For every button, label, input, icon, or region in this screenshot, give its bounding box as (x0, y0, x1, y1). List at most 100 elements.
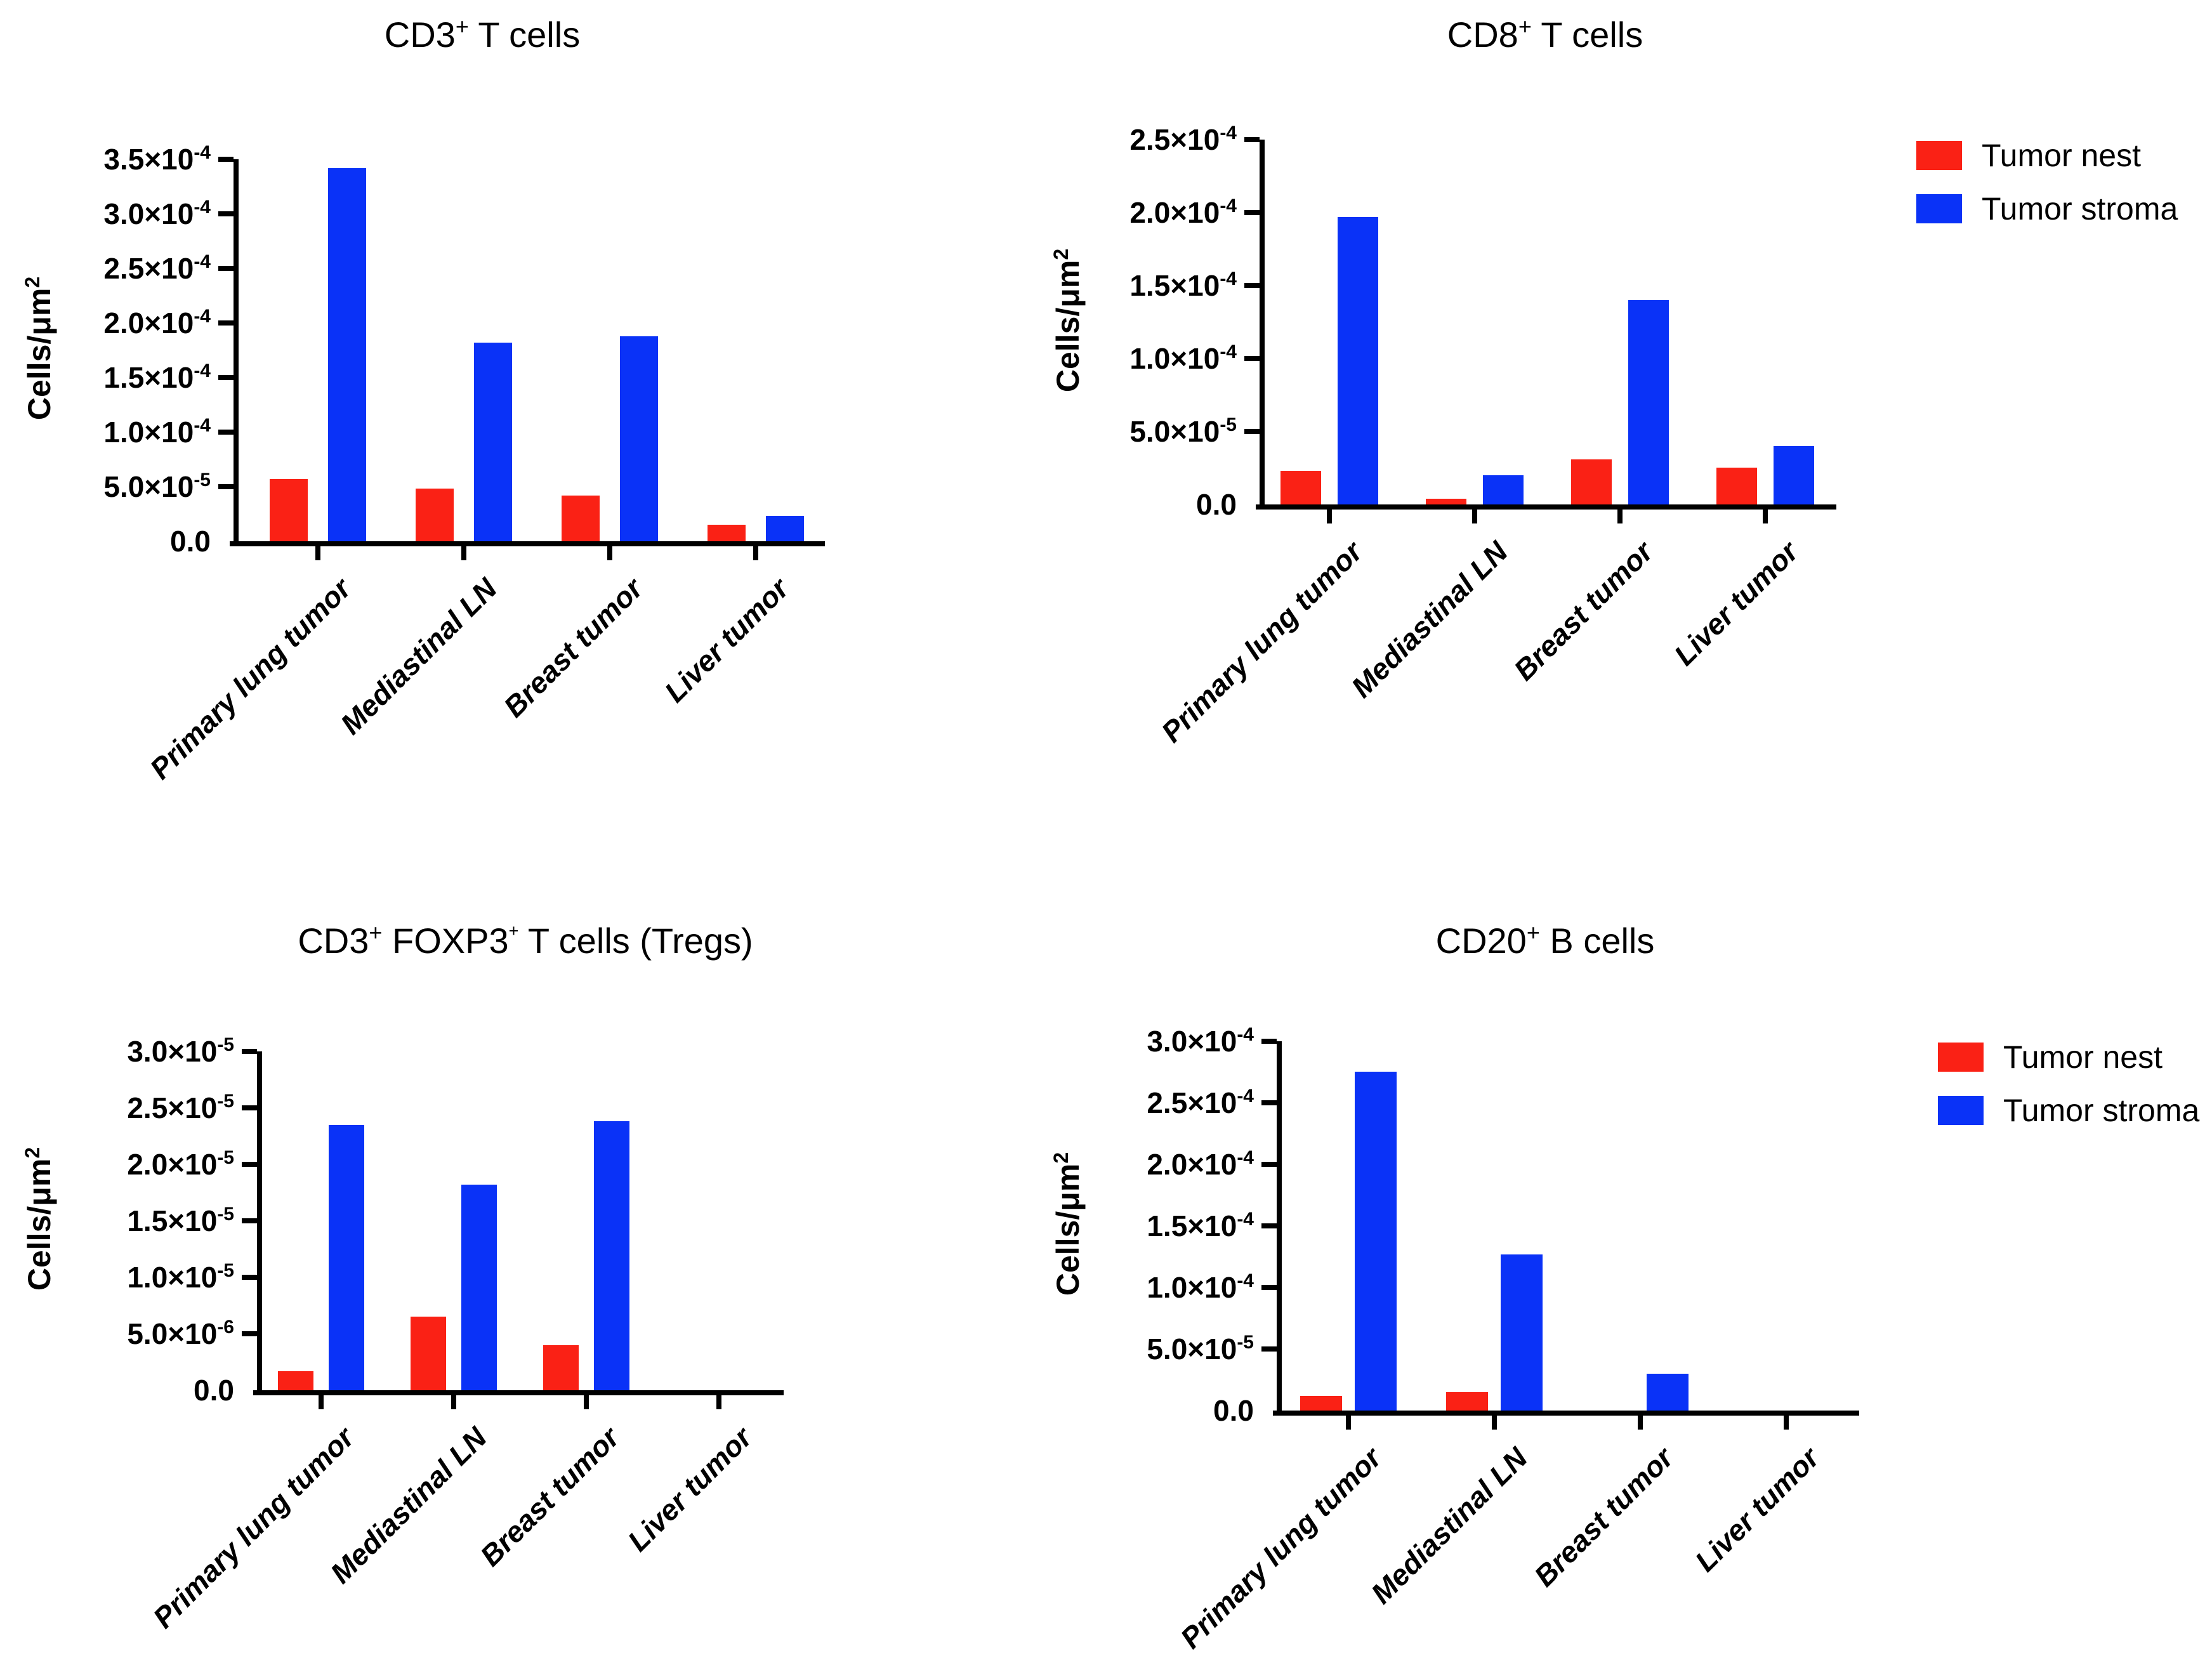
y-tick (1244, 429, 1260, 434)
title-text: FOXP3 (382, 921, 509, 961)
y-tick-label-superscript: -5 (1220, 414, 1237, 435)
y-tick-label: 3.0×10-4 (984, 1022, 1254, 1065)
x-tick (1784, 1416, 1789, 1430)
bar-tumor-stroma (1774, 446, 1814, 504)
y-tick (1261, 1346, 1277, 1352)
title-text: B cells (1539, 921, 1655, 961)
y-tick-label-superscript: -4 (1237, 1086, 1254, 1107)
y-tick-label: 1.0×10-4 (0, 413, 211, 456)
y-tick-label-text: 5.0×10 (1147, 1332, 1237, 1365)
x-category-label: Mediastinal LN (334, 572, 503, 741)
y-tick-label-superscript: -5 (217, 1260, 234, 1281)
bar-tumor-nest (411, 1317, 446, 1390)
y-tick-label-superscript: -5 (217, 1204, 234, 1225)
legend-swatch-tumor-nest (1938, 1043, 1984, 1072)
y-tick (242, 1162, 257, 1167)
x-axis (1273, 1411, 1859, 1416)
legend-swatch-tumor-stroma (1916, 194, 1962, 223)
bar-tumor-nest (1280, 471, 1321, 504)
x-category-label: Primary lung tumor (143, 572, 357, 786)
y-tick-label-text: 2.5×10 (127, 1091, 218, 1124)
y-tick-label-superscript: -4 (1237, 1270, 1254, 1291)
y-tick-label: 2.0×10-5 (0, 1145, 234, 1188)
y-tick-label-text: 1.5×10 (103, 361, 194, 394)
y-tick-label-text: 3.5×10 (103, 143, 194, 176)
y-tick-label-text: 1.5×10 (127, 1204, 218, 1237)
y-tick-label-text: 2.0×10 (127, 1148, 218, 1181)
bar-tumor-stroma (329, 1125, 364, 1390)
y-tick-label: 0.0 (0, 522, 211, 560)
y-axis (234, 159, 239, 546)
bar-tumor-nest (1426, 499, 1466, 504)
x-tick (584, 1395, 589, 1409)
x-tick (319, 1395, 324, 1409)
bar-tumor-stroma (1355, 1072, 1397, 1411)
y-tick-label-superscript: -5 (1237, 1332, 1254, 1353)
y-tick-label-text: 1.0×10 (1129, 342, 1220, 375)
y-tick-label: 1.0×10-4 (966, 339, 1237, 382)
y-tick-label-superscript: -4 (1237, 1209, 1254, 1230)
legend-label-tumor-nest: Tumor nest (2003, 1039, 2163, 1075)
chart-title: CD3+ T cells (165, 13, 800, 55)
x-category-label: Mediastinal LN (1345, 535, 1514, 704)
legend-label-tumor-stroma: Tumor stroma (1982, 191, 2178, 227)
bar-tumor-stroma (474, 343, 512, 541)
bar-tumor-nest (278, 1371, 313, 1390)
bar-tumor-nest (1446, 1392, 1488, 1411)
bar-tumor-nest (1716, 468, 1757, 504)
y-tick-label: 1.0×10-5 (0, 1258, 234, 1301)
title-superscript: + (369, 919, 383, 945)
y-tick-label-text: 2.5×10 (103, 252, 194, 285)
bar-tumor-stroma (1338, 217, 1378, 504)
title-text: T cells (468, 15, 581, 55)
y-tick-label: 2.5×10-5 (0, 1089, 234, 1131)
x-tick (1472, 510, 1477, 523)
x-tick (1327, 510, 1332, 523)
y-tick-label-text: 2.0×10 (103, 306, 194, 339)
title-superscript: + (1526, 919, 1540, 945)
x-tick (315, 546, 320, 560)
legend-swatch-tumor-nest (1916, 141, 1962, 170)
bar-tumor-nest (270, 479, 308, 541)
y-tick-label-text: 1.0×10 (127, 1261, 218, 1294)
y-tick-label: 2.0×10-4 (966, 194, 1237, 236)
bar-tumor-nest (708, 525, 746, 541)
y-tick (1261, 1100, 1277, 1105)
y-tick-label: 2.0×10-4 (0, 304, 211, 346)
y-tick-label-text: 0.0 (1213, 1394, 1254, 1427)
y-tick-label: 0.0 (984, 1392, 1254, 1430)
x-tick (1492, 1416, 1497, 1430)
y-tick-label-superscript: -4 (1220, 341, 1237, 362)
y-tick-label-text: 2.5×10 (1147, 1086, 1237, 1119)
y-tick-label-text: 2.5×10 (1129, 123, 1220, 156)
y-tick-label: 1.5×10-4 (984, 1207, 1254, 1249)
bar-tumor-stroma (328, 168, 366, 541)
y-tick-label: 1.0×10-4 (984, 1268, 1254, 1311)
y-tick-label: 5.0×10-5 (966, 412, 1237, 455)
y-axis (1277, 1041, 1282, 1416)
y-tick-label-superscript: -5 (194, 470, 211, 490)
y-tick-label-text: 5.0×10 (127, 1317, 218, 1350)
y-tick-label-text: 1.0×10 (103, 416, 194, 449)
x-tick (716, 1395, 721, 1409)
y-tick-label-text: 5.0×10 (1129, 415, 1220, 448)
y-tick (1261, 1039, 1277, 1044)
y-tick-label: 0.0 (0, 1371, 234, 1409)
y-tick-label: 1.5×10-5 (0, 1202, 234, 1244)
y-tick (242, 1331, 257, 1336)
bar-tumor-nest (416, 489, 454, 541)
y-tick-label-text: 0.0 (194, 1374, 234, 1407)
x-axis (1256, 504, 1836, 510)
y-tick (218, 157, 234, 162)
x-tick (1617, 510, 1623, 523)
y-tick-label-superscript: -6 (217, 1317, 234, 1338)
y-tick (1261, 1162, 1277, 1167)
y-tick (242, 1105, 257, 1110)
y-axis (1260, 140, 1265, 510)
y-tick-label-superscript: -4 (194, 142, 211, 163)
y-tick-label-superscript: -4 (1220, 122, 1237, 143)
y-tick-label-superscript: -4 (1220, 268, 1237, 289)
y-tick-label-text: 3.0×10 (127, 1035, 218, 1068)
bar-tumor-nest (543, 1345, 579, 1390)
x-axis (253, 1390, 784, 1395)
